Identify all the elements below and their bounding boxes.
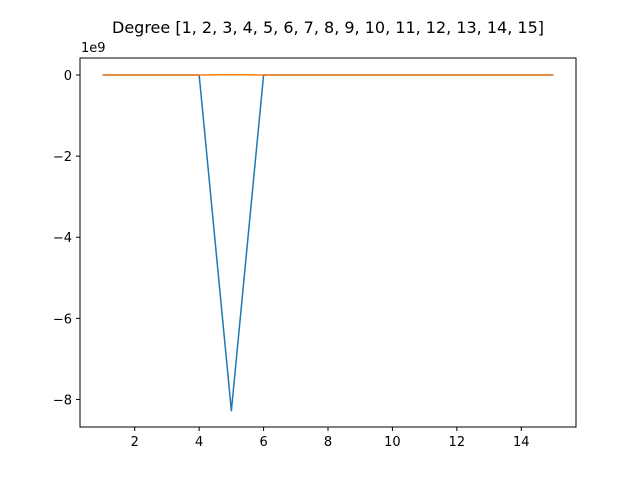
y-tick-label: −8 — [53, 393, 72, 408]
y-offset-label: 1e9 — [81, 41, 106, 56]
chart-title: Degree [1, 2, 3, 4, 5, 6, 7, 8, 9, 10, 1… — [112, 18, 544, 37]
series-layer — [102, 73, 554, 412]
y-tick-label: −2 — [53, 150, 72, 165]
y-axis: 0 −2 −4 −6 −8 — [53, 69, 80, 408]
y-tick-label: −6 — [53, 312, 72, 327]
x-tick-label: 12 — [449, 435, 466, 450]
y-tick-label: 0 — [64, 69, 72, 84]
x-tick-label: 6 — [259, 435, 267, 450]
x-tick-label: 8 — [324, 435, 332, 450]
x-axis: 2 4 6 8 10 12 14 — [131, 427, 530, 450]
x-tick-label: 2 — [131, 435, 139, 450]
x-tick-label: 4 — [195, 435, 203, 450]
x-tick-label: 10 — [384, 435, 401, 450]
plot-frame — [79, 57, 577, 428]
x-tick-label: 14 — [513, 435, 530, 450]
y-tick-label: −4 — [53, 231, 72, 246]
series-line-1 — [102, 74, 554, 412]
